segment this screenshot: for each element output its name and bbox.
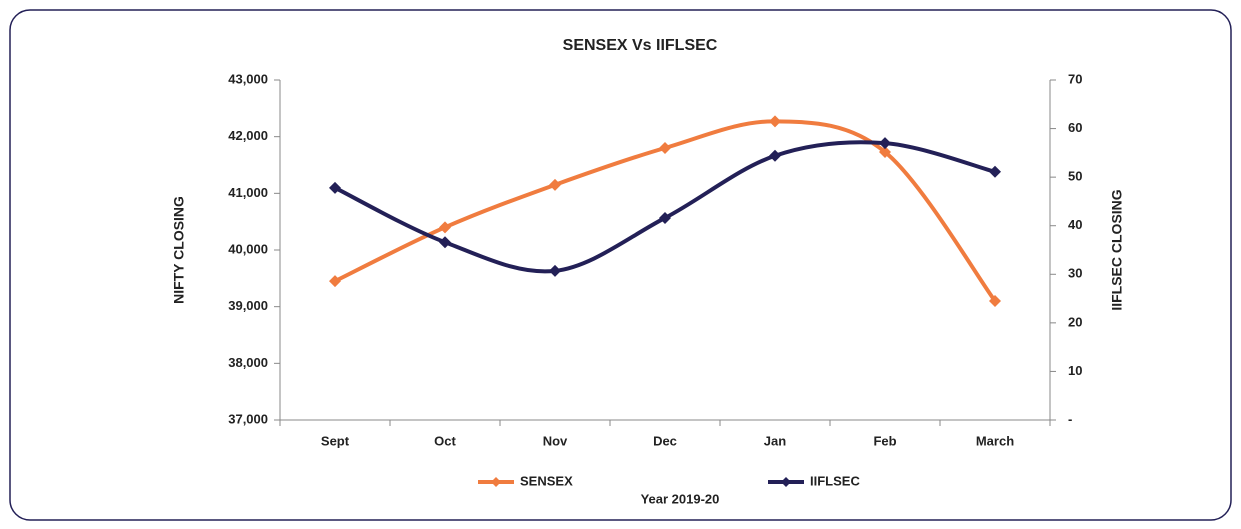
point-marker [439, 236, 451, 249]
x-tick-label: Sept [321, 433, 350, 448]
chart-title: SENSEX Vs IIFLSEC [563, 37, 718, 54]
y2-tick-label: - [1068, 411, 1072, 426]
x-tick-label: Nov [543, 433, 568, 448]
x-axis-label: Year 2019-20 [641, 491, 720, 506]
point-marker [329, 181, 341, 194]
y-tick-label: 40,000 [228, 241, 268, 256]
legend-marker [781, 477, 791, 487]
point-marker [439, 221, 451, 234]
y-tick-label: 38,000 [228, 355, 268, 370]
y2-tick-label: 50 [1068, 169, 1082, 184]
x-tick-label: Jan [764, 433, 786, 448]
point-marker [549, 178, 561, 191]
y2-tick-label: 10 [1068, 363, 1082, 378]
legend-label: SENSEX [520, 473, 573, 488]
legend-marker [491, 477, 501, 487]
point-marker [989, 295, 1001, 307]
y2-tick-label: 70 [1068, 71, 1082, 86]
legend-label: IIFLSEC [810, 473, 860, 488]
y-axis-label: NIFTY CLOSING [171, 196, 187, 304]
y2-tick-label: 30 [1068, 266, 1082, 281]
point-marker [769, 115, 781, 128]
point-marker [769, 149, 781, 162]
x-tick-label: Dec [653, 433, 677, 448]
point-marker [549, 264, 561, 277]
point-marker [989, 165, 1001, 178]
point-marker [879, 145, 891, 158]
point-marker [659, 211, 671, 224]
y-tick-label: 37,000 [228, 411, 268, 426]
y-tick-label: 42,000 [228, 128, 268, 143]
y2-axis-label: IIFLSEC CLOSING [1109, 189, 1125, 310]
y-tick-label: 39,000 [228, 298, 268, 313]
point-marker [329, 275, 341, 288]
y2-tick-label: 20 [1068, 314, 1082, 329]
point-marker [659, 142, 671, 154]
x-tick-label: March [976, 433, 1014, 448]
y2-tick-label: 60 [1068, 120, 1082, 135]
y-tick-label: 43,000 [228, 71, 268, 86]
point-marker [879, 137, 891, 150]
x-tick-label: Oct [434, 433, 456, 448]
x-tick-label: Feb [873, 433, 896, 448]
card-border [9, 9, 1232, 521]
y2-tick-label: 40 [1068, 217, 1082, 232]
y-tick-label: 41,000 [228, 185, 268, 200]
